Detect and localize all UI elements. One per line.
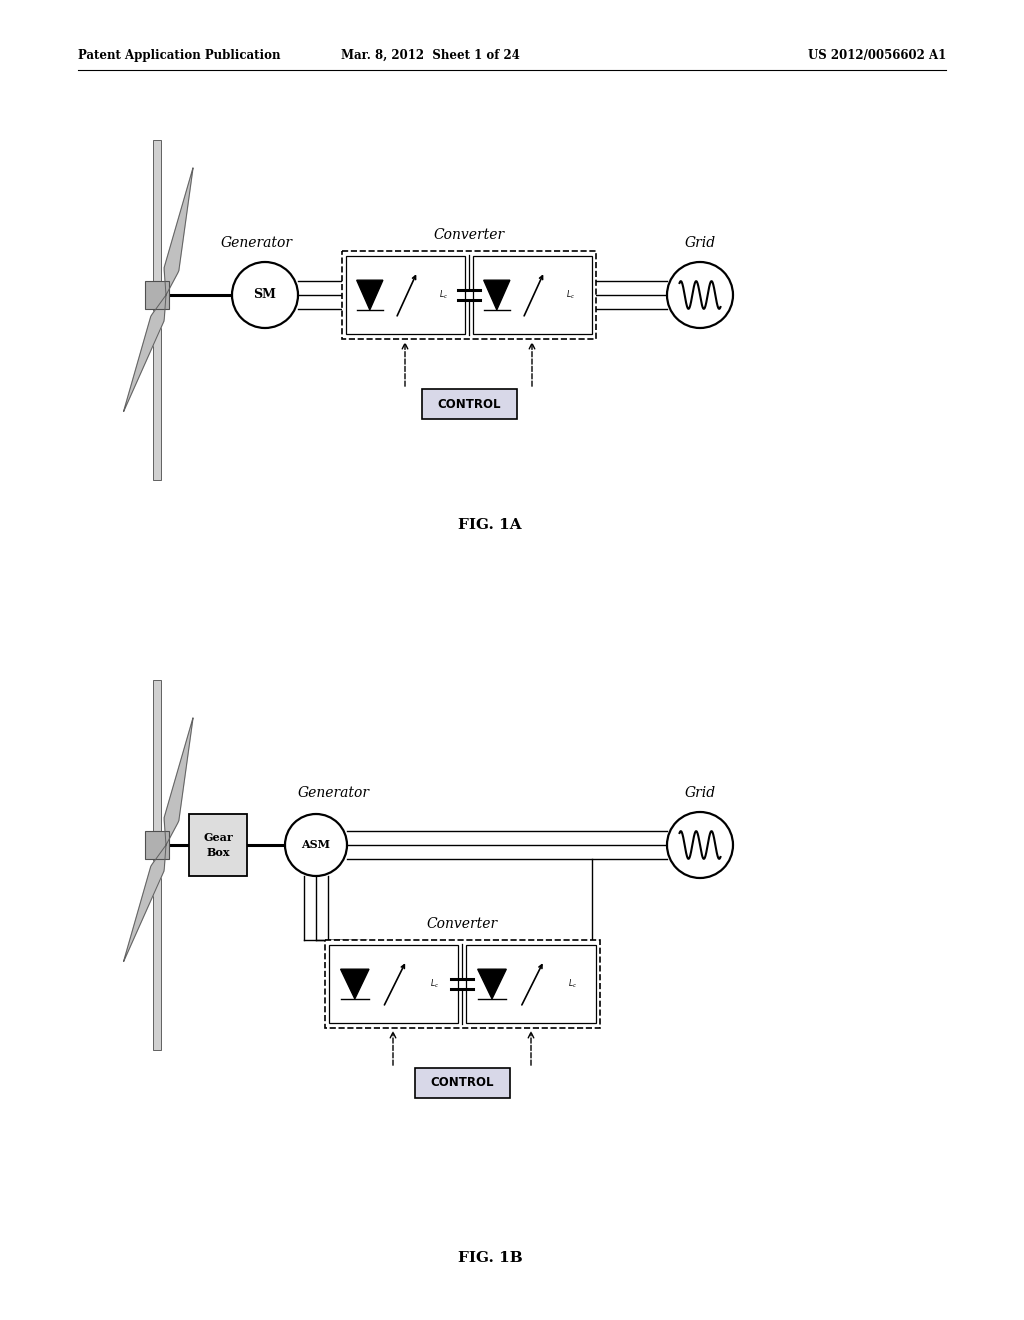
Polygon shape: [164, 168, 194, 294]
Bar: [153, 680, 161, 1049]
Bar: [466, 945, 596, 1023]
Polygon shape: [124, 294, 166, 412]
Text: Grid: Grid: [684, 236, 716, 249]
Text: FIG. 1A: FIG. 1A: [458, 517, 522, 532]
Bar: [325, 940, 600, 1028]
Bar: [145, 832, 169, 859]
Text: $L_c$: $L_c$: [430, 978, 439, 990]
Text: CONTROL: CONTROL: [437, 397, 501, 411]
Circle shape: [667, 812, 733, 878]
Bar: [415, 1068, 510, 1098]
Polygon shape: [341, 969, 369, 999]
Bar: [473, 256, 592, 334]
Text: SM: SM: [254, 289, 276, 301]
Bar: [145, 281, 169, 309]
Text: FIG. 1B: FIG. 1B: [458, 1251, 522, 1265]
Text: Converter: Converter: [426, 917, 498, 931]
Bar: [189, 814, 247, 876]
Bar: [346, 256, 465, 334]
Circle shape: [667, 261, 733, 327]
Circle shape: [232, 261, 298, 327]
Text: $L_c$: $L_c$: [439, 289, 449, 301]
Text: Generator: Generator: [298, 785, 370, 800]
Bar: [422, 389, 517, 418]
Text: Grid: Grid: [684, 785, 716, 800]
Polygon shape: [478, 969, 506, 999]
Text: CONTROL: CONTROL: [430, 1077, 494, 1089]
Polygon shape: [356, 280, 383, 310]
Text: Patent Application Publication: Patent Application Publication: [78, 49, 281, 62]
Polygon shape: [164, 718, 194, 845]
Circle shape: [285, 814, 347, 876]
Text: Gear
Box: Gear Box: [203, 832, 232, 858]
Text: $L_c$: $L_c$: [566, 289, 575, 301]
Polygon shape: [483, 280, 510, 310]
Text: Generator: Generator: [221, 236, 293, 249]
Text: ASM: ASM: [301, 840, 331, 850]
Text: Mar. 8, 2012  Sheet 1 of 24: Mar. 8, 2012 Sheet 1 of 24: [341, 49, 519, 62]
Bar: [153, 140, 161, 480]
Text: $L_c$: $L_c$: [568, 978, 578, 990]
Polygon shape: [124, 845, 166, 961]
Bar: [342, 251, 596, 339]
Bar: [329, 945, 458, 1023]
Text: US 2012/0056602 A1: US 2012/0056602 A1: [808, 49, 946, 62]
Text: Converter: Converter: [433, 228, 505, 242]
